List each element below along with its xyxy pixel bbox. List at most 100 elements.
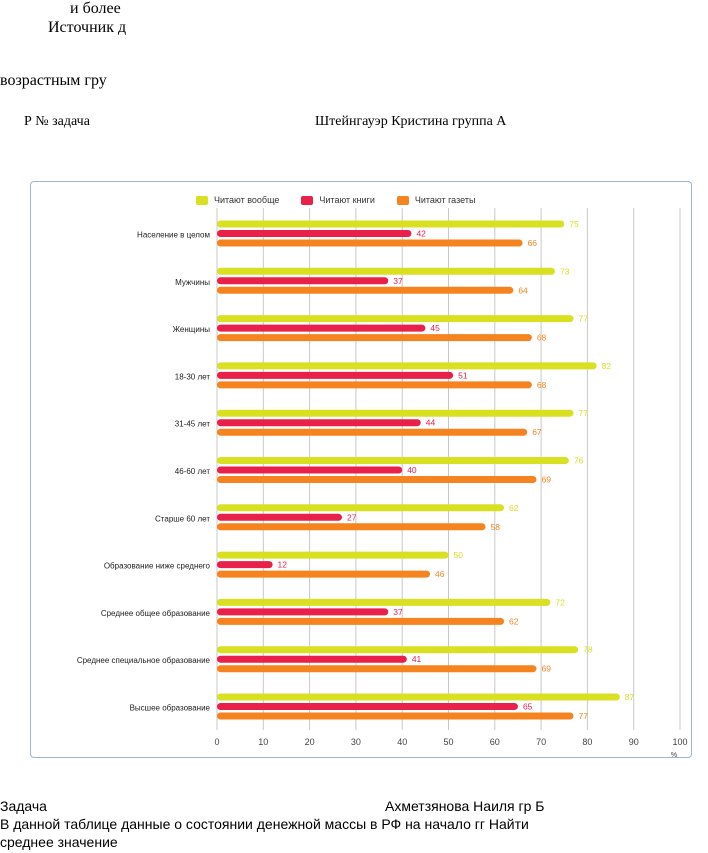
bar-books [217,608,389,616]
data-label-newspapers: 68 [537,380,547,390]
category-label: Женщины [173,325,211,334]
data-label-general: 77 [579,408,589,418]
data-label-general: 82 [602,361,612,371]
bar-newspapers [217,570,430,578]
bar-books [217,703,518,710]
data-label-books: 40 [407,465,417,475]
data-label-general: 50 [454,550,464,560]
x-tick-label: 70 [536,737,546,747]
legend-label-newspapers: Читают газеты [414,195,476,205]
legend-item-newspapers: Читают газеты [396,195,476,205]
bar-newspapers [217,665,537,673]
data-label-newspapers: 64 [518,285,528,295]
x-tick-label: 40 [397,737,407,747]
data-label-books: 65 [523,702,533,712]
bar-general [217,362,597,370]
legend-item-books: Читают книги [301,195,375,205]
data-label-books: 37 [393,276,403,286]
bar-general [217,646,579,654]
bottom-task-label: Задача [0,798,47,814]
x-tick-label: 80 [582,737,592,747]
data-label-general: 87 [625,692,635,702]
category-label: Среднее общее образование [101,609,211,618]
bar-general [217,220,565,228]
chart-legend: Читают вообще Читают книги Читают газеты [196,195,475,205]
data-label-newspapers: 68 [537,333,547,343]
x-tick-label: 50 [443,737,453,747]
data-label-general: 78 [583,645,593,655]
bar-newspapers [217,712,574,720]
bar-newspapers [217,239,523,247]
bar-general [217,693,620,701]
legend-swatch-books [301,195,314,205]
data-label-books: 42 [416,229,426,239]
x-tick-label: 100 [672,737,687,747]
x-tick-label: 30 [351,737,361,747]
bar-newspapers [217,617,505,625]
bar-general [217,409,574,417]
bar-books [217,324,426,332]
top-line-1: и более [70,0,121,17]
bottom-author: Ахметзянова Наиля гр Б [385,798,545,814]
category-label: Высшее образование [130,704,211,713]
bar-books [217,561,273,569]
legend-label-books: Читают книги [319,195,375,205]
data-label-books: 27 [347,512,357,522]
data-label-newspapers: 58 [491,522,501,532]
data-label-general: 75 [569,219,579,229]
bar-general [217,315,574,323]
data-label-general: 72 [555,597,565,607]
x-tick-label: 0 [214,737,219,747]
data-label-books: 12 [278,560,288,570]
bar-newspapers [217,381,532,389]
category-label: Образование ниже среднего [104,562,211,571]
bar-books [217,513,343,521]
bar-general [217,504,505,512]
bottom-description-2: среднее значение [0,834,118,850]
bar-books [217,419,421,427]
data-label-newspapers: 62 [509,616,519,626]
data-label-general: 76 [574,456,584,466]
data-label-general: 73 [560,266,570,276]
data-label-books: 37 [393,607,403,617]
category-label: Мужчины [175,278,210,287]
bar-books [217,466,403,474]
x-tick-label: 10 [258,737,268,747]
author-name: Штейнгауэр Кристина группа А [315,114,507,129]
data-label-general: 77 [579,314,589,324]
category-label: Население в целом [137,231,210,240]
bar-books [217,655,407,663]
data-label-newspapers: 77 [579,711,589,721]
task-prefix: Р № задача [24,114,90,129]
bar-newspapers [217,286,514,294]
category-label: Среднее специальное образование [77,656,211,665]
data-label-newspapers: 67 [532,427,542,437]
bar-general [217,267,555,275]
bar-books [217,277,389,285]
legend-item-general: Читают вообще [196,195,279,205]
legend-label-general: Читают вообще [214,195,280,205]
top-line-3: возрастным гру [0,72,107,89]
category-label: 18-30 лет [175,372,211,381]
x-tick-label: 20 [305,737,315,747]
x-unit-label: % [671,752,677,759]
data-label-books: 41 [412,654,422,664]
bar-newspapers [217,523,486,531]
data-label-books: 51 [458,370,468,380]
top-line-2: Источник д [48,19,127,36]
legend-swatch-newspapers [396,195,409,205]
bar-newspapers [217,428,528,436]
data-label-books: 45 [430,323,440,333]
legend-swatch-general [196,195,208,205]
bar-general [217,457,569,464]
data-label-newspapers: 69 [541,664,551,674]
category-label: 46-60 лет [175,467,211,476]
bar-books [217,230,412,237]
bar-newspapers [217,334,532,342]
data-label-newspapers: 66 [528,238,538,248]
data-label-general: 62 [509,503,519,513]
data-label-newspapers: 46 [435,569,445,579]
category-label: 31-45 лет [175,420,211,429]
bar-general [217,551,449,559]
